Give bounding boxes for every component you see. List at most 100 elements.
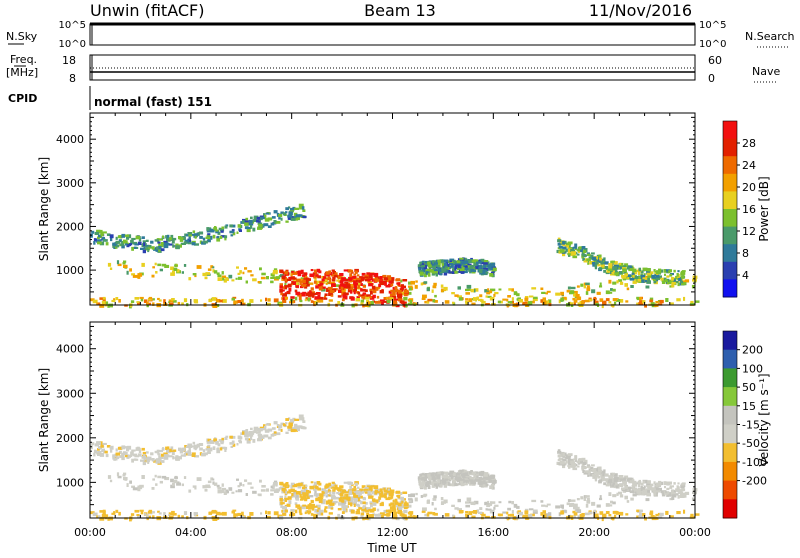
power-cell	[191, 242, 196, 246]
power-cell	[192, 233, 196, 236]
velocity-cell	[131, 449, 136, 452]
velocity-cell	[308, 490, 311, 494]
velocity-cell	[207, 480, 212, 484]
velocity-cell	[608, 504, 613, 507]
power-cell	[292, 281, 296, 285]
power-cell	[305, 280, 309, 284]
velocity-cell	[170, 446, 174, 451]
power-cell	[172, 270, 175, 274]
power-cell	[270, 276, 275, 279]
power-cell	[152, 266, 155, 269]
velocity-cell	[279, 498, 283, 502]
velocity-cell	[217, 447, 220, 450]
velocity-cell	[409, 512, 412, 517]
velocity-cell	[179, 448, 184, 452]
velocity-cell	[289, 421, 294, 424]
power-cell	[421, 297, 426, 300]
power-cell	[369, 295, 375, 300]
power-cell	[407, 291, 412, 295]
power-cell	[646, 272, 652, 276]
power-cell	[164, 264, 170, 268]
power-cell	[409, 299, 412, 304]
velocity-cell	[478, 511, 483, 514]
power-cell	[439, 271, 443, 276]
power-cell	[605, 271, 610, 275]
power-cell	[151, 274, 155, 278]
velocity-cell	[362, 501, 366, 505]
power-cell	[471, 260, 477, 263]
power-cell	[353, 280, 357, 285]
velocity-cell	[194, 455, 199, 458]
power-cell	[353, 290, 356, 295]
power-cell	[375, 286, 379, 291]
velocity-cell	[471, 515, 476, 519]
power-cell	[261, 272, 266, 276]
velocity-cell	[368, 509, 372, 512]
power-cell	[452, 268, 455, 272]
velocity-cell	[282, 489, 286, 492]
velocity-cell	[181, 483, 184, 487]
power-cell	[151, 246, 155, 250]
velocity-cell	[332, 489, 336, 492]
power-cell	[231, 229, 235, 232]
velocity-cell	[155, 458, 159, 462]
velocity-cell	[518, 511, 523, 516]
velocity-cell	[97, 448, 100, 451]
power-cell	[455, 264, 458, 268]
velocity-cell	[290, 428, 296, 433]
velocity-cell	[118, 511, 121, 516]
velocity-cell	[464, 472, 470, 476]
power-cell	[241, 298, 244, 303]
velocity-cell	[392, 513, 398, 518]
velocity-cell	[489, 510, 494, 514]
power-cell	[156, 304, 161, 308]
velocity-cell	[354, 482, 358, 487]
velocity-cell	[600, 473, 604, 477]
power-cell	[678, 277, 682, 281]
power-cell	[207, 268, 212, 271]
power-cell	[305, 292, 310, 297]
power-cell	[431, 269, 436, 274]
velocity-cell	[421, 510, 426, 513]
power-cell	[456, 260, 460, 264]
velocity-cell	[130, 451, 134, 456]
power-cell	[647, 268, 651, 272]
power-cell	[219, 299, 223, 303]
velocity-cell	[581, 467, 585, 471]
velocity-cell	[361, 485, 366, 489]
power-cell	[619, 262, 622, 265]
velocity-cell	[403, 498, 406, 501]
power-cell	[370, 291, 373, 295]
velocity-cell	[224, 446, 228, 450]
colorbar-swatch	[723, 368, 737, 388]
power-cell	[427, 298, 433, 302]
velocity-cell	[317, 507, 321, 511]
velocity-cell	[279, 495, 283, 500]
velocity-cell	[478, 476, 483, 481]
velocity-cell	[385, 509, 389, 513]
velocity-cell	[288, 489, 292, 493]
time-xlabel: Time UT	[366, 541, 417, 554]
power-cell	[194, 235, 197, 239]
velocity-cell	[576, 509, 582, 513]
power-cell	[239, 229, 242, 232]
power-cell	[172, 244, 175, 248]
velocity-cell	[397, 496, 400, 499]
power-cell	[374, 300, 379, 304]
velocity-cell	[671, 494, 676, 497]
velocity-cell	[365, 509, 370, 513]
velocity-cell	[290, 418, 295, 422]
power-cell	[427, 273, 431, 277]
velocity-cell	[678, 489, 682, 494]
power-cell	[237, 300, 242, 304]
power-cell	[433, 268, 437, 272]
power-cell	[207, 233, 211, 236]
power-cell	[638, 302, 644, 305]
power-cell	[602, 262, 606, 265]
power-cell	[482, 269, 488, 274]
velocity-cell	[485, 508, 488, 511]
velocity-cell	[460, 480, 464, 484]
velocity-cell	[274, 431, 277, 434]
velocity-cell	[157, 457, 162, 462]
power-cell	[294, 277, 297, 280]
